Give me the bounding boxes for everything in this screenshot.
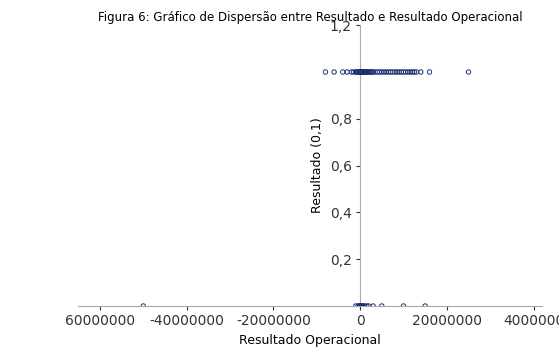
Point [357, 69, 366, 75]
Point [395, 69, 404, 75]
Point [386, 69, 395, 75]
Point [368, 303, 377, 309]
X-axis label: Resultado Operacional: Resultado Operacional [239, 334, 381, 347]
Point [364, 303, 373, 309]
Point [355, 303, 364, 309]
Point [356, 303, 364, 309]
Point [390, 69, 399, 75]
Point [361, 69, 370, 75]
Point [356, 69, 365, 75]
Point [416, 69, 425, 75]
Point [412, 69, 421, 75]
Point [352, 69, 361, 75]
Point [358, 303, 367, 309]
Point [321, 69, 330, 75]
Point [351, 69, 360, 75]
Point [351, 303, 360, 309]
Point [364, 69, 373, 75]
Point [353, 69, 362, 75]
Point [425, 69, 434, 75]
Point [359, 69, 368, 75]
Point [363, 69, 372, 75]
Point [401, 69, 410, 75]
Point [355, 69, 364, 75]
Point [359, 303, 368, 309]
Point [356, 303, 365, 309]
Point [356, 69, 364, 75]
Point [139, 303, 148, 309]
Point [354, 69, 363, 75]
Point [368, 69, 377, 75]
Point [405, 69, 414, 75]
Point [355, 303, 364, 309]
Point [371, 69, 380, 75]
Point [404, 69, 413, 75]
Point [338, 69, 347, 75]
Point [360, 69, 369, 75]
Point [349, 69, 358, 75]
Point [362, 303, 371, 309]
Point [373, 69, 382, 75]
Point [357, 69, 366, 75]
Point [330, 69, 339, 75]
Point [343, 69, 352, 75]
Point [377, 303, 386, 309]
Point [377, 69, 386, 75]
Point [388, 69, 397, 75]
Point [358, 69, 367, 75]
Point [399, 303, 408, 309]
Point [464, 69, 473, 75]
Point [357, 69, 366, 75]
Point [359, 69, 368, 75]
Point [392, 69, 401, 75]
Point [399, 69, 408, 75]
Point [363, 69, 372, 75]
Point [382, 69, 391, 75]
Y-axis label: Resultado (0,1): Resultado (0,1) [311, 118, 324, 213]
Point [347, 69, 356, 75]
Point [368, 69, 377, 75]
Point [358, 69, 367, 75]
Point [362, 69, 371, 75]
Point [421, 303, 430, 309]
Point [357, 303, 366, 309]
Point [360, 303, 369, 309]
Point [397, 69, 406, 75]
Point [380, 69, 389, 75]
Point [408, 69, 416, 75]
Title: Figura 6: Gráfico de Dispersão entre Resultado e Resultado Operacional: Figura 6: Gráfico de Dispersão entre Res… [98, 11, 523, 24]
Point [359, 69, 368, 75]
Point [367, 69, 376, 75]
Point [355, 69, 364, 75]
Point [357, 303, 366, 309]
Point [410, 69, 419, 75]
Point [375, 69, 384, 75]
Point [384, 69, 393, 75]
Point [365, 69, 374, 75]
Point [353, 303, 362, 309]
